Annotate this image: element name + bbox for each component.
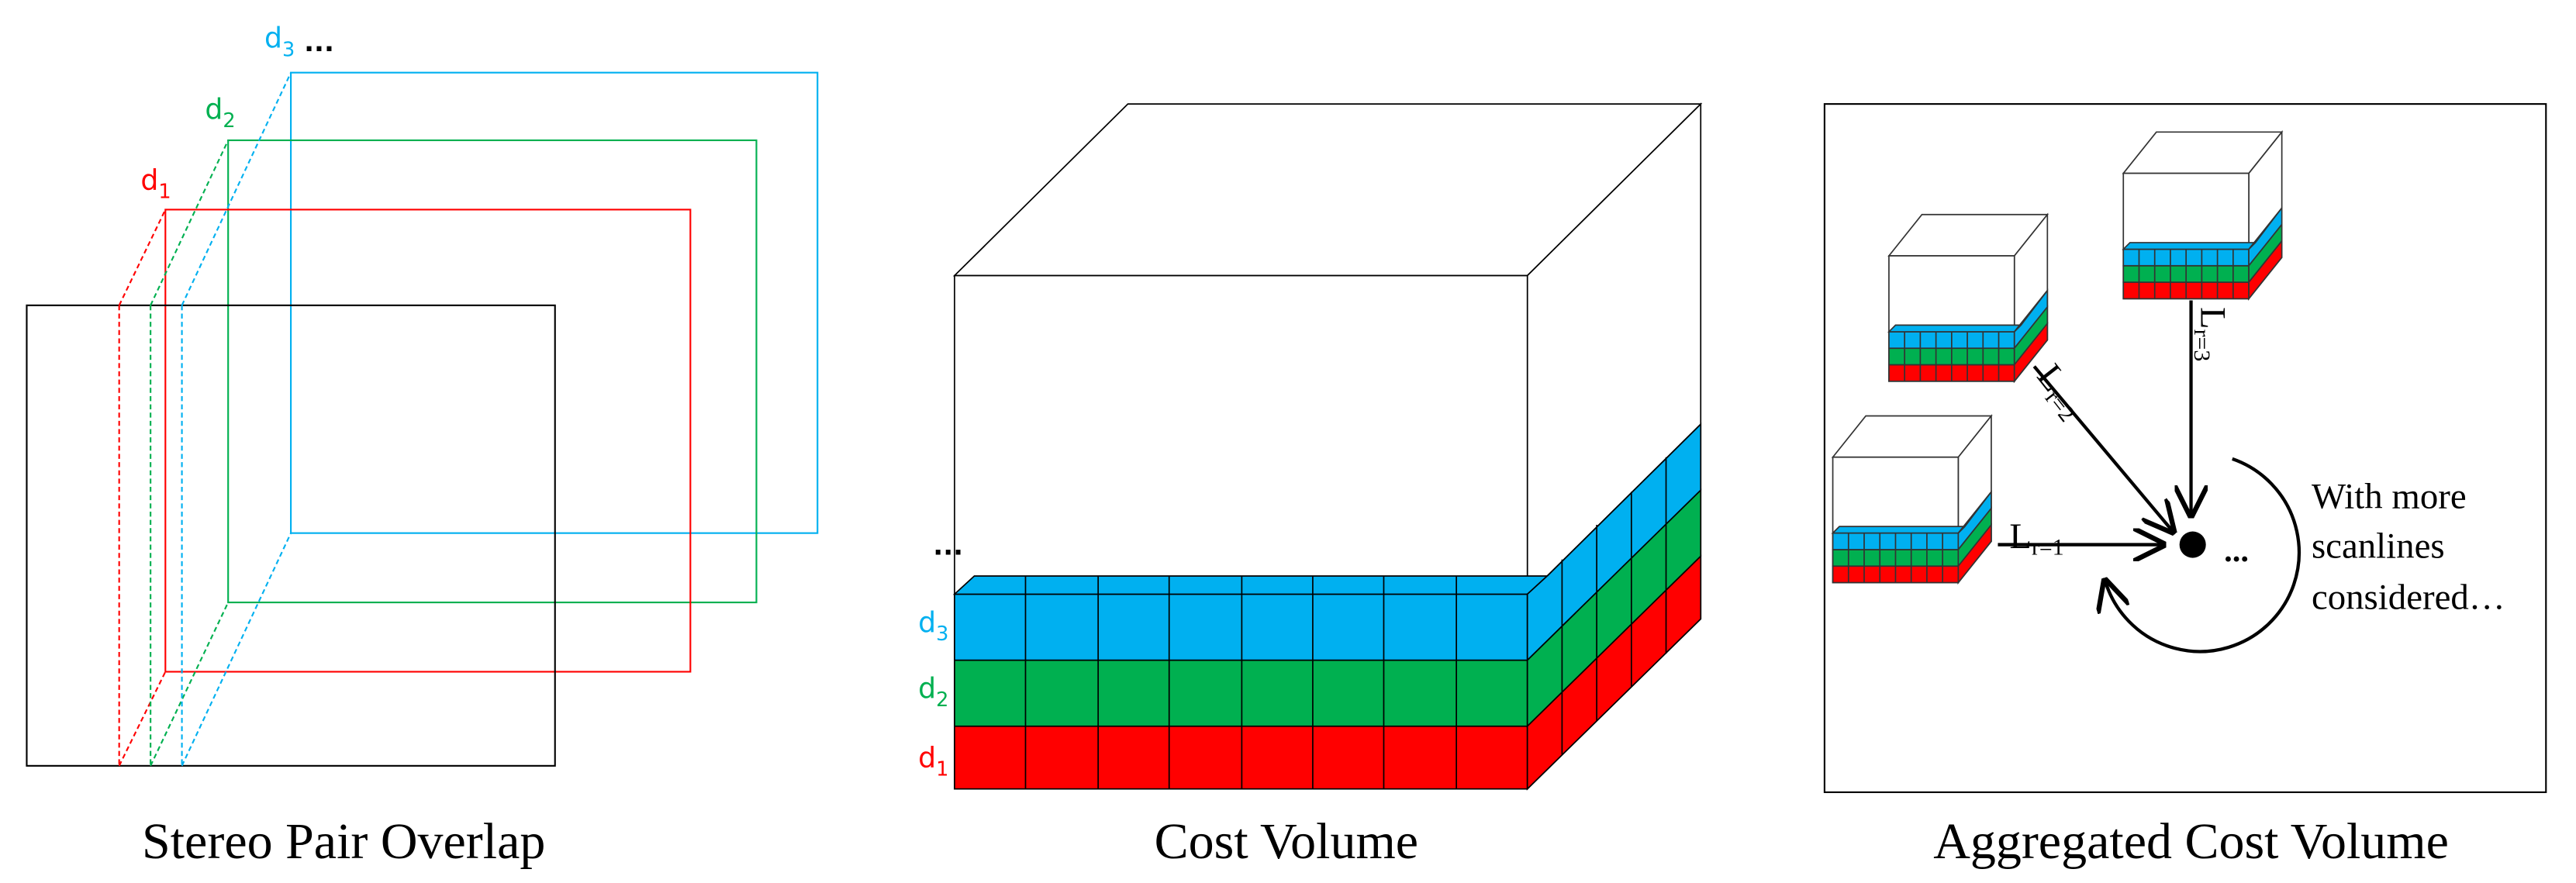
disparity-label: d3 <box>918 605 948 646</box>
disparity-label: d1 <box>918 741 948 781</box>
stereo-overlap <box>26 71 819 767</box>
panel-title: Cost Volume <box>1155 813 1418 870</box>
note-line: With more <box>2312 477 2467 517</box>
panel-title: Aggregated Cost Volume <box>1933 813 2449 870</box>
disparity-label: d1 <box>140 164 171 204</box>
path-label: Lr=1 <box>2009 516 2063 560</box>
disparity-label: d3 <box>264 22 295 62</box>
ellipsis: ... <box>2224 533 2249 569</box>
mini-volume <box>1888 213 2049 382</box>
disparity-label: d2 <box>205 92 235 133</box>
note-line: scanlines <box>2312 526 2445 567</box>
disparity-label: d2 <box>918 672 948 712</box>
mini-volume <box>2122 131 2283 300</box>
ellipsis: ... <box>304 27 334 58</box>
panel-title: Stereo Pair Overlap <box>142 813 545 870</box>
pixel-dot <box>2179 531 2206 558</box>
cost-volume <box>952 102 1703 791</box>
arrows <box>1998 300 2301 654</box>
ellipsis: ... <box>933 530 963 561</box>
mini-volume <box>1832 415 1992 584</box>
note-line: considered… <box>2312 578 2505 618</box>
panel-border <box>1823 103 2547 793</box>
path-label: Lr=3 <box>2189 307 2233 361</box>
